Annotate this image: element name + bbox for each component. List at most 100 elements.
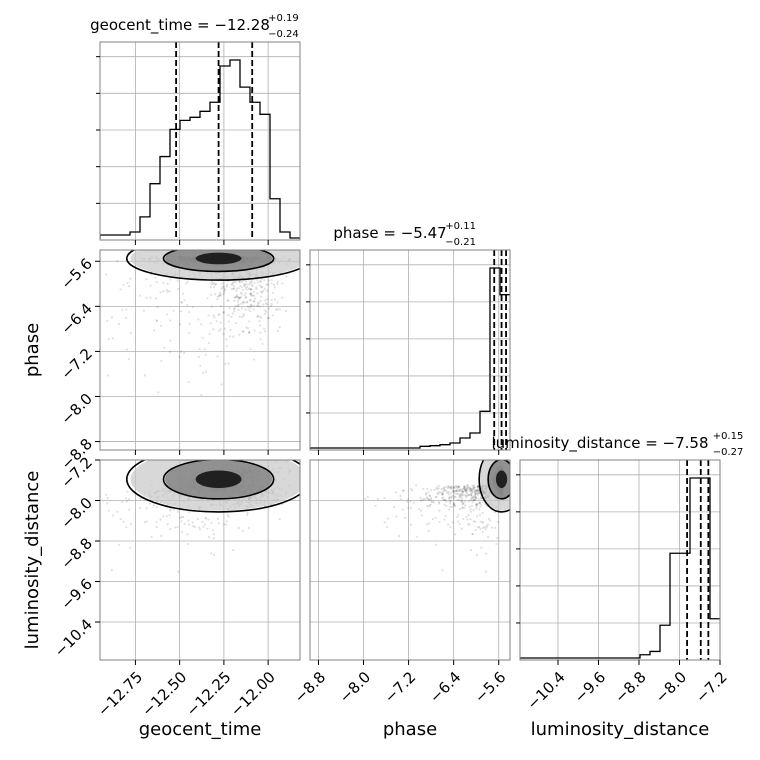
sample-point xyxy=(463,487,466,490)
sample-point xyxy=(245,296,248,299)
sample-point xyxy=(238,315,241,318)
sample-point xyxy=(116,260,119,263)
sample-point xyxy=(160,534,163,538)
sample-point xyxy=(249,347,252,351)
sample-point xyxy=(247,526,250,530)
sample-point xyxy=(278,325,281,329)
sample-point xyxy=(392,505,396,509)
sample-point xyxy=(276,280,279,283)
sample-point xyxy=(464,488,467,491)
sample-point xyxy=(216,295,219,298)
sample-point xyxy=(249,287,252,291)
sample-point xyxy=(124,316,128,319)
sample-point xyxy=(409,500,412,503)
sample-point xyxy=(439,491,442,494)
sample-point xyxy=(218,312,221,316)
sample-point xyxy=(180,520,183,523)
sample-point xyxy=(469,487,472,490)
sample-point xyxy=(197,318,200,321)
sample-point xyxy=(434,516,437,519)
sample-point xyxy=(233,309,236,312)
sample-point xyxy=(449,526,452,529)
sample-point xyxy=(201,520,204,524)
sample-point xyxy=(180,515,184,519)
sample-point xyxy=(235,280,238,284)
sample-point xyxy=(472,520,475,523)
sample-point xyxy=(111,337,114,340)
sample-point xyxy=(222,311,225,314)
sample-point xyxy=(248,298,251,302)
sample-point xyxy=(276,282,279,286)
sample-point xyxy=(213,553,216,556)
sample-point xyxy=(452,503,455,506)
sample-point xyxy=(227,362,230,365)
sample-point xyxy=(259,331,262,334)
sample-point xyxy=(484,570,488,573)
sample-point xyxy=(256,292,259,295)
sample-point xyxy=(234,304,237,308)
sample-point xyxy=(217,329,221,332)
sample-point xyxy=(458,485,461,489)
sample-point xyxy=(248,330,251,333)
title-text-luminosity_distance: luminosity_distance = −7.58 xyxy=(491,434,708,453)
sample-point xyxy=(481,520,485,524)
sample-point xyxy=(260,290,263,293)
sample-point xyxy=(233,299,236,302)
sample-point xyxy=(485,526,488,529)
sample-point xyxy=(145,520,148,523)
sample-point xyxy=(149,284,152,287)
sample-point xyxy=(452,489,455,492)
sample-point xyxy=(420,514,423,517)
sample-point xyxy=(470,490,473,493)
panel-geocent_time-vs-geocent_time-frame xyxy=(99,41,301,241)
sample-point xyxy=(233,307,236,310)
x-axis-label-geocent_time: geocent_time xyxy=(139,719,262,740)
sample-point xyxy=(270,298,273,302)
sample-point xyxy=(241,280,244,284)
sample-point xyxy=(496,537,499,540)
sample-point xyxy=(129,523,132,526)
sample-point xyxy=(106,496,109,500)
sample-point xyxy=(218,294,221,297)
sample-point xyxy=(183,351,186,354)
sample-point xyxy=(260,295,263,298)
sample-point xyxy=(176,525,179,529)
sample-point xyxy=(443,498,446,502)
sample-point xyxy=(252,300,256,303)
sample-point xyxy=(264,299,267,302)
sample-point xyxy=(465,490,468,493)
sample-point xyxy=(433,501,436,504)
sample-point xyxy=(257,302,260,305)
sample-point xyxy=(234,296,237,299)
sample-point xyxy=(449,486,452,489)
sample-point xyxy=(183,522,186,526)
sample-point xyxy=(254,297,257,300)
sample-point xyxy=(463,485,466,488)
sample-point xyxy=(456,520,460,523)
sample-point xyxy=(166,282,169,285)
sample-point xyxy=(242,314,245,317)
sample-point xyxy=(449,502,452,505)
sample-point xyxy=(450,487,453,490)
sample-point xyxy=(249,299,253,302)
sample-point xyxy=(481,521,484,525)
sample-point xyxy=(209,293,213,296)
sample-point xyxy=(246,305,250,308)
sample-point xyxy=(216,517,219,521)
sample-point xyxy=(459,493,462,496)
sample-point xyxy=(256,304,259,307)
sample-point xyxy=(258,305,261,308)
sample-point xyxy=(174,526,177,529)
sample-point xyxy=(441,491,444,495)
sample-point xyxy=(250,288,253,291)
density-core xyxy=(195,252,242,265)
sample-point xyxy=(220,294,223,297)
title-lower-error-phase: −0.21 xyxy=(445,237,476,248)
sample-point xyxy=(224,362,227,366)
sample-point xyxy=(106,319,109,323)
sample-point xyxy=(427,498,431,501)
sample-point xyxy=(232,281,235,284)
sample-point xyxy=(474,492,478,495)
sample-point xyxy=(210,280,214,284)
sample-point xyxy=(267,279,271,282)
